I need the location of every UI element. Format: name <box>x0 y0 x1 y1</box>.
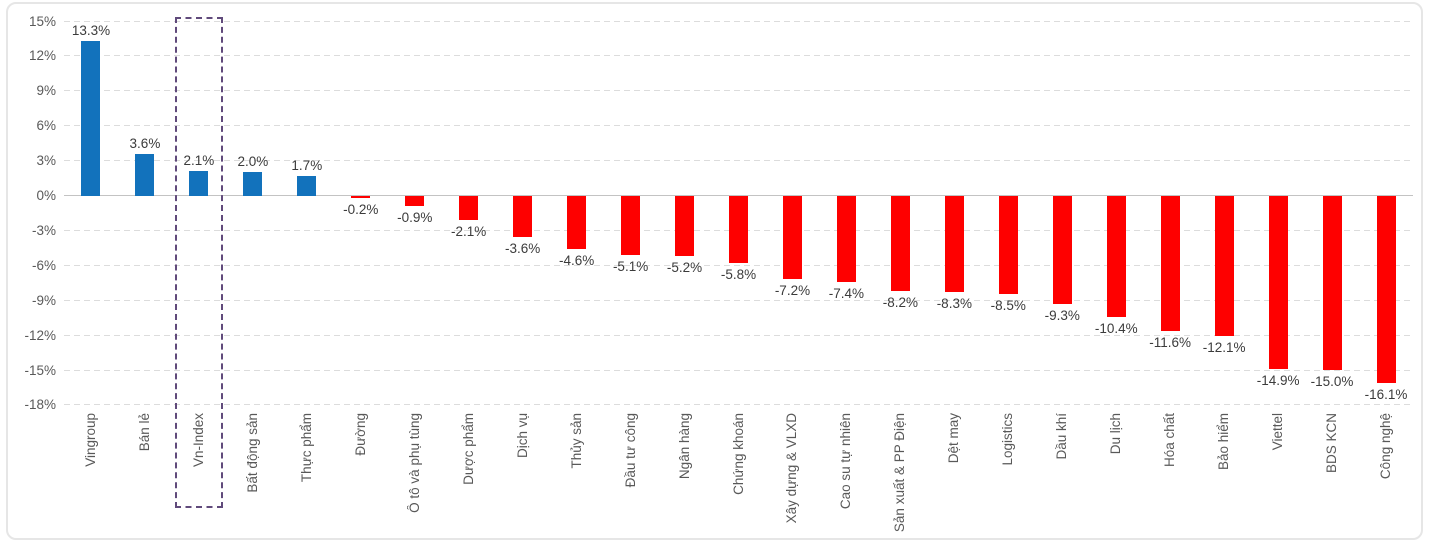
bar-value-label: -9.3% <box>1044 307 1080 323</box>
bar <box>782 195 802 280</box>
bar <box>1160 195 1180 331</box>
bar-value-label: -3.6% <box>505 241 541 257</box>
category-label: Bán lẻ <box>136 413 152 452</box>
gridline <box>64 264 1413 266</box>
gridline <box>64 334 1413 336</box>
vn-index-highlight-box <box>174 17 223 508</box>
bar-value-label: -7.4% <box>828 285 865 301</box>
bar <box>675 195 695 257</box>
bar-value-label: -11.6% <box>1149 334 1192 350</box>
category-label: Xây dựng & VLXD <box>784 413 800 524</box>
category-label: Ngân hàng <box>676 413 692 480</box>
y-axis-tick-label: -15% <box>24 362 56 378</box>
bar-value-label: -7.2% <box>774 283 811 299</box>
gridline <box>64 160 1413 162</box>
y-axis-tick-label: 9% <box>36 83 56 99</box>
category-label: Logistics <box>1000 413 1016 466</box>
y-axis-tick-label: -6% <box>31 257 56 273</box>
bar-value-label: -2.1% <box>451 223 487 239</box>
bar-value-label: -8.2% <box>882 294 919 310</box>
bar <box>944 195 964 293</box>
bar <box>1214 195 1234 337</box>
gridline <box>64 299 1413 301</box>
bar-value-label: -5.1% <box>612 258 649 274</box>
bar-value-label: -5.8% <box>720 267 757 283</box>
y-axis-tick-label: 12% <box>28 48 56 64</box>
bar <box>297 175 317 196</box>
category-label: Vingroup <box>82 413 98 467</box>
y-axis-tick-label: 6% <box>36 118 56 134</box>
bar <box>189 171 209 196</box>
bar-value-label: 1.7% <box>291 157 323 173</box>
category-label: Cao su tự nhiên <box>838 413 854 510</box>
category-label: Chứng khoán <box>730 413 746 495</box>
gridline <box>64 125 1413 127</box>
bar <box>1376 195 1396 383</box>
bar <box>459 195 479 220</box>
bar-value-label: 13.3% <box>71 22 111 38</box>
category-label: Bất động sản <box>244 413 260 493</box>
bar <box>1268 195 1288 369</box>
bar <box>1106 195 1126 317</box>
gridline <box>64 404 1413 406</box>
bar <box>998 195 1018 295</box>
bar <box>513 195 533 238</box>
y-axis-tick-label: -18% <box>24 397 56 413</box>
category-label: Đầu tư công <box>622 413 638 488</box>
bar <box>1052 195 1072 304</box>
category-label: Bảo hiểm <box>1216 413 1232 471</box>
bar-value-label: 2.0% <box>237 154 269 170</box>
bar-value-label: 2.1% <box>183 153 215 169</box>
bar <box>351 195 371 198</box>
category-label: Sản xuất & PP Điện <box>892 413 908 533</box>
category-label: Vn-Index <box>190 413 206 468</box>
bar-value-label: -15.0% <box>1310 374 1354 390</box>
y-axis-tick-label: 0% <box>36 188 56 204</box>
bar <box>890 195 910 291</box>
bar-value-label: -8.3% <box>936 296 972 312</box>
bar-value-label: -14.9% <box>1256 372 1300 388</box>
category-label: Du lịch <box>1108 413 1124 455</box>
category-label: Dầu khí <box>1054 413 1070 460</box>
category-label: Hóa chất <box>1162 413 1178 468</box>
bar <box>729 195 748 264</box>
bar <box>243 172 263 196</box>
bar-value-label: -0.2% <box>343 201 379 217</box>
category-label: Đường <box>352 413 368 456</box>
category-label: Thủy sản <box>568 413 584 469</box>
category-label: Viettel <box>1270 413 1286 451</box>
bar-value-label: -5.2% <box>666 260 703 276</box>
category-label: Dược phẩm <box>460 413 476 485</box>
bar-value-label: -0.9% <box>397 210 433 225</box>
gridline <box>64 369 1413 371</box>
category-label: BDS KCN <box>1324 413 1340 474</box>
gridline <box>64 20 1413 22</box>
bar-value-label: 3.6% <box>129 135 161 151</box>
gridline <box>64 55 1413 57</box>
bar <box>81 40 101 196</box>
category-label: Dịch vụ <box>514 413 530 459</box>
bar-value-label: -10.4% <box>1094 320 1138 336</box>
y-axis-tick-label: 3% <box>36 153 56 169</box>
bar <box>567 195 587 250</box>
bar <box>621 195 641 255</box>
category-label: Dệt may <box>946 413 962 464</box>
bar <box>405 195 425 206</box>
bar-value-label: -16.1% <box>1364 386 1408 402</box>
bar-value-label: -12.1% <box>1202 340 1246 356</box>
category-label: Công nghệ <box>1378 413 1394 480</box>
y-axis-tick-label: 15% <box>28 13 56 29</box>
bar-value-label: -4.6% <box>558 253 595 269</box>
bar-value-label: -8.5% <box>990 298 1026 314</box>
y-axis-tick-label: -12% <box>24 327 56 343</box>
bar <box>135 153 155 196</box>
category-label: Ô tô và phụ tùng <box>406 413 422 513</box>
gridline <box>64 90 1413 92</box>
bar <box>1322 195 1342 371</box>
bar <box>836 195 856 282</box>
y-axis-tick-label: -9% <box>31 292 56 308</box>
category-label: Thực phẩm <box>298 413 314 483</box>
y-axis-tick-label: -3% <box>31 222 56 238</box>
